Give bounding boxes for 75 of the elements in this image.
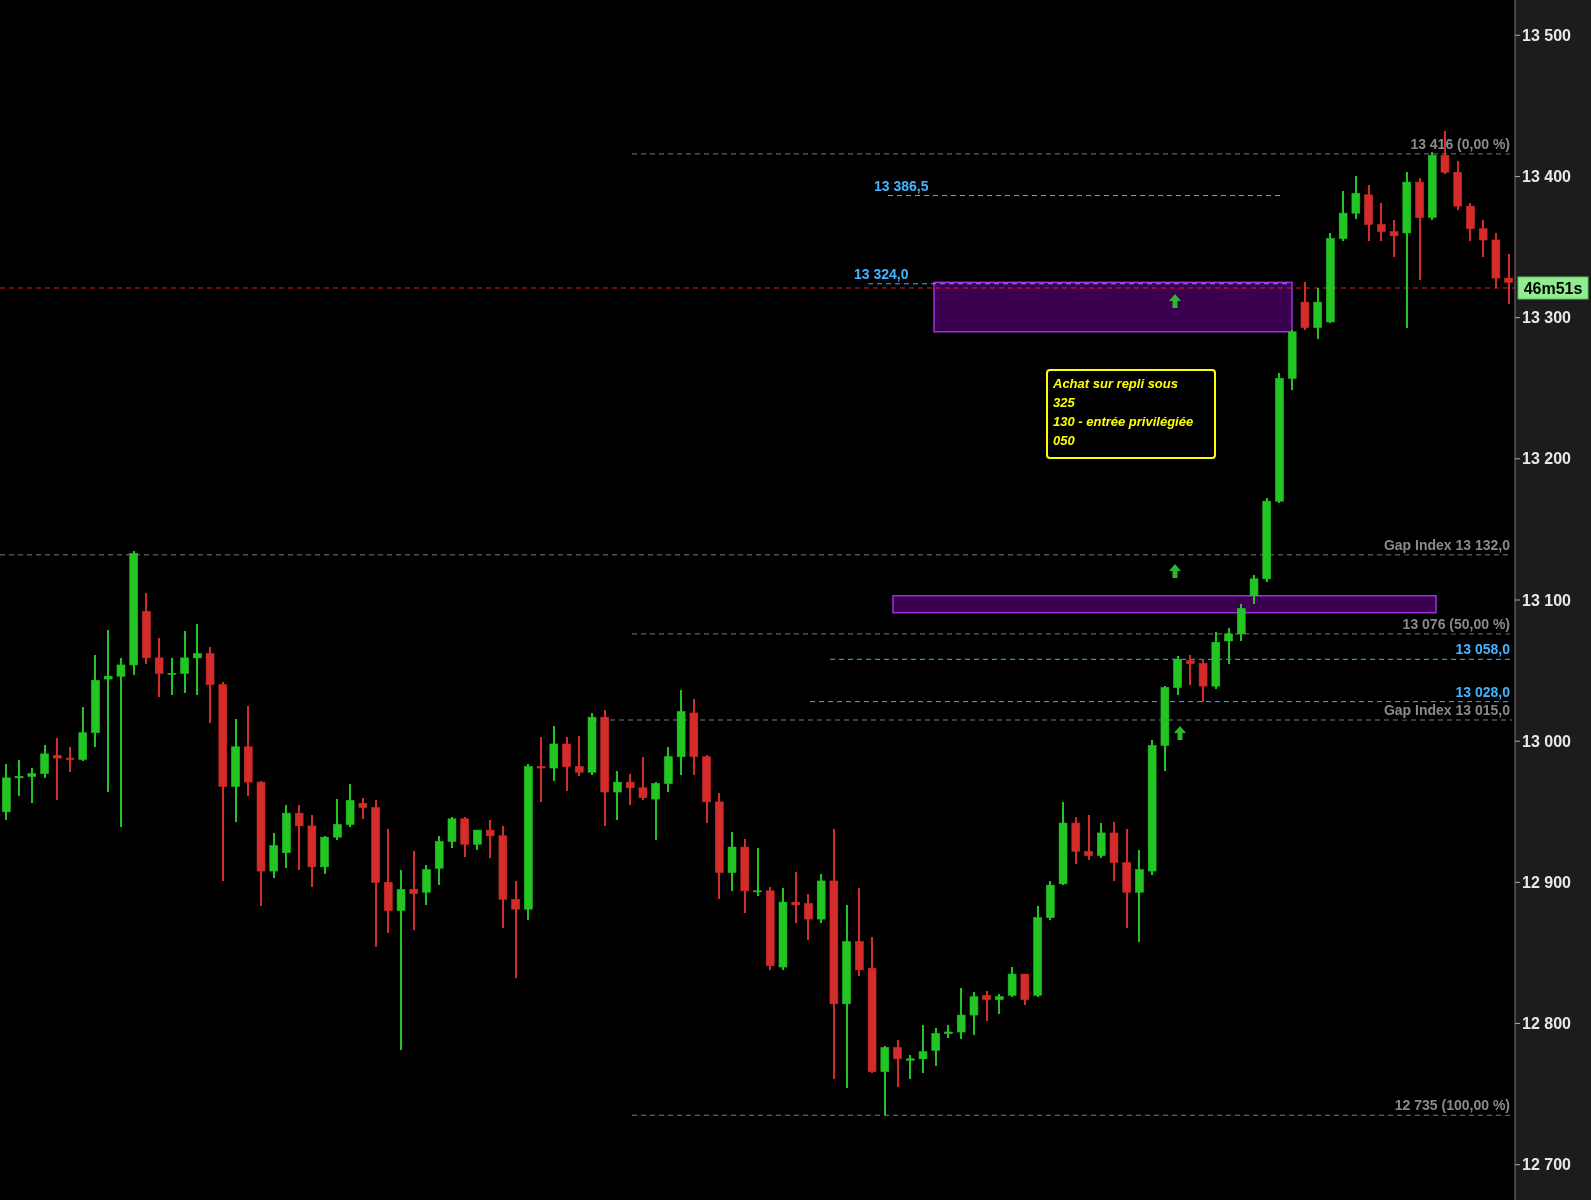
candlestick [333,798,342,841]
candlestick [651,781,660,841]
candlestick [969,991,979,1036]
ref-line-label: 13 076 (50,00 %) [1402,615,1510,632]
candlestick [154,637,164,699]
candlestick [40,744,49,779]
candlestick [982,990,991,1022]
candlestick [893,1039,902,1089]
candlestick [804,892,813,942]
candlestick [422,864,431,906]
candlestick [1351,175,1361,220]
candlestick [1224,627,1233,665]
candlestick [536,735,546,803]
ref-line-label: Gap Index 13 132,0 [1383,536,1511,553]
y-tick-label: 13 300 [1522,309,1572,327]
candlestick [791,871,800,925]
candlestick [345,782,355,829]
candlestick [14,758,24,798]
candlestick [995,992,1004,1015]
y-tick-label: 13 000 [1522,732,1572,750]
y-tick-label: 12 900 [1522,873,1572,891]
candlestick [53,737,62,802]
candlestick [180,630,189,695]
y-tick-label: 12 700 [1522,1156,1572,1174]
ref-line-label: 12 735 (100,00 %) [1394,1097,1510,1114]
candlestick [485,819,495,860]
ref-line-label: 13 324,0 [854,265,909,282]
candlestick [1377,202,1386,243]
candlestick [1007,966,1017,998]
candlestick [1478,219,1488,258]
ref-line-label: 13 386,5 [874,177,929,194]
candlestick [880,1045,890,1117]
y-tick-label: 12 800 [1522,1015,1572,1033]
candlestick [931,1026,940,1067]
candlestick [1084,813,1093,861]
candlestick [1466,202,1475,243]
ref-line-label: 13 058,0 [1455,641,1511,658]
candlestick [918,1023,928,1074]
candlestick [625,772,635,806]
y-tick-label: 13 100 [1522,591,1572,609]
candlestick [1249,573,1259,606]
candlestick [103,628,113,793]
candlestick [116,656,126,829]
candlestick [193,623,202,696]
candlestick [1186,654,1195,686]
candlestick [562,735,571,792]
candlestick [549,724,559,782]
candlestick [447,816,457,850]
candlestick [1389,219,1399,258]
candlestick [613,769,622,822]
ref-line-label: 46m51s [1523,280,1583,297]
y-tick-label: 13 400 [1522,167,1572,185]
candlestick [1504,253,1513,305]
y-tick-label: 13 500 [1522,26,1572,44]
ref-line-label: 13 028,0 [1455,683,1511,700]
candlestick [409,850,419,932]
candlestick [575,734,584,778]
ref-line-label: Gap Index 13 015,0 [1383,702,1511,718]
candlestick [167,656,177,696]
candlestick [511,879,520,980]
candlestick [1096,822,1106,860]
candlestick [396,868,406,1052]
candlestick [638,755,648,802]
annotation: Achat sur repli sous 325 130 - entrée privilégiée 050 [1052,376,1194,448]
candlestick [956,987,966,1041]
y-tick-label: 13 200 [1522,450,1572,468]
candlestick [1198,658,1208,703]
candlestick [65,745,75,774]
candlestick [753,847,762,898]
candlestick [473,829,482,851]
candlestick [294,803,304,871]
candlestick [27,767,37,805]
candlestick [358,796,368,820]
candlestick [1135,848,1144,943]
candlestick [906,1053,915,1080]
